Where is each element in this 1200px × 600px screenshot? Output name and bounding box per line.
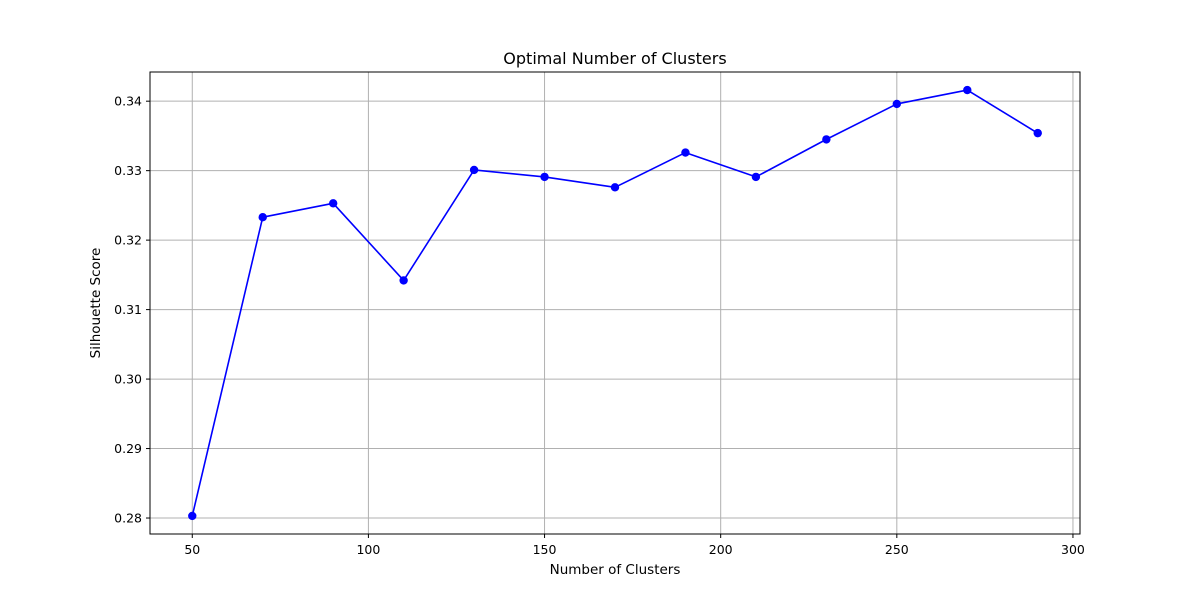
x-tick-label: 100 [356, 542, 380, 557]
data-point-marker [1033, 128, 1042, 138]
y-axis-ticks: 0.28 0.29 0.30 0.31 0.32 0.33 0.34 [114, 94, 150, 526]
x-tick-label: 250 [885, 542, 909, 557]
data-point-marker [751, 172, 761, 182]
y-tick-label: 0.32 [114, 233, 142, 248]
y-tick-label: 0.31 [114, 302, 142, 317]
data-point-marker [258, 213, 267, 222]
x-axis-label: Number of Clusters [550, 562, 681, 578]
data-point-marker [963, 85, 972, 95]
data-point-marker [399, 276, 408, 285]
y-axis-label: Silhouette Score [88, 248, 104, 359]
data-point-marker [469, 165, 479, 175]
data-point-marker [328, 199, 338, 208]
y-tick-label: 0.28 [114, 511, 142, 526]
x-tick-label: 50 [184, 542, 200, 557]
data-series [188, 85, 1042, 521]
x-tick-label: 150 [533, 542, 557, 557]
y-tick-label: 0.34 [114, 94, 142, 109]
y-tick-label: 0.29 [114, 441, 142, 456]
data-point-marker [540, 172, 549, 182]
x-tick-label: 300 [1061, 542, 1085, 557]
data-point-marker [892, 99, 902, 109]
chart-title: Optimal Number of Clusters [503, 49, 726, 68]
x-axis-ticks: 50 100 150 200 250 300 [184, 534, 1085, 557]
x-tick-label: 200 [709, 542, 733, 557]
y-tick-label: 0.33 [114, 163, 142, 178]
plot-frame [149, 71, 1081, 535]
data-point-marker [610, 183, 620, 192]
grid-lines [150, 72, 1080, 534]
y-tick-label: 0.30 [114, 372, 142, 387]
data-point-marker [822, 135, 831, 144]
data-point-marker [188, 511, 197, 521]
data-point-marker [681, 148, 690, 157]
